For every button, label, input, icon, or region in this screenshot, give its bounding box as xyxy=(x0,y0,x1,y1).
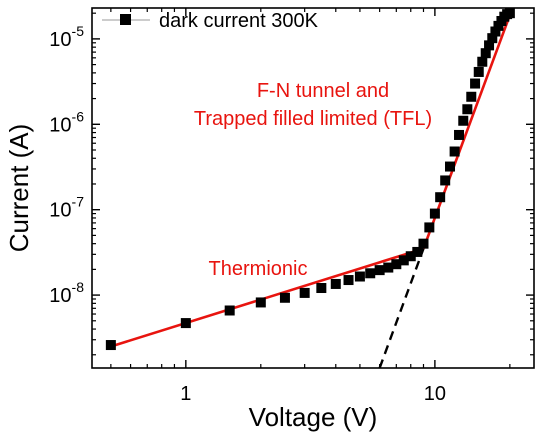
data-point xyxy=(480,48,491,59)
data-point xyxy=(365,268,376,279)
y-tick-label: 10-7 xyxy=(49,194,84,222)
data-point xyxy=(440,175,451,186)
data-point xyxy=(454,129,465,140)
data-point xyxy=(458,115,469,126)
x-tick-label: 10 xyxy=(424,383,446,405)
y-tick-label: 10-8 xyxy=(49,279,84,307)
data-point xyxy=(473,66,484,77)
data-point xyxy=(391,259,402,270)
fit-lines xyxy=(110,14,512,369)
plot-frame xyxy=(91,7,535,369)
data-point xyxy=(490,26,501,37)
data-point xyxy=(105,340,116,351)
data-point xyxy=(316,283,327,294)
data-point xyxy=(424,222,435,233)
data-point xyxy=(383,262,394,273)
data-point xyxy=(224,305,235,316)
data-point xyxy=(470,78,481,89)
data-point xyxy=(484,40,495,51)
data-point xyxy=(343,275,354,286)
x-tick-label: 1 xyxy=(180,383,191,405)
data-points xyxy=(105,8,515,351)
data-point xyxy=(374,265,385,276)
data-point xyxy=(255,297,266,308)
data-point xyxy=(429,208,440,219)
legend-label: dark current 300K xyxy=(159,10,319,32)
legend: dark current 300K xyxy=(102,10,319,32)
annotation-tfl-line1: F-N tunnel and xyxy=(257,80,389,102)
data-point xyxy=(279,292,290,303)
data-point xyxy=(504,8,515,19)
y-tick-label: 10-5 xyxy=(49,23,84,51)
legend-marker xyxy=(120,14,131,25)
y-axis-label: Current (A) xyxy=(4,124,34,253)
data-point xyxy=(445,161,456,172)
data-point xyxy=(462,104,473,115)
data-point xyxy=(477,56,488,67)
annotation-tfl-line2: Trapped filled limited (TFL) xyxy=(194,108,432,130)
data-point xyxy=(449,146,460,157)
data-point xyxy=(299,287,310,298)
fit-line-0 xyxy=(110,247,424,348)
data-point xyxy=(466,91,477,102)
data-point xyxy=(435,192,446,203)
annotation-thermionic: Thermionic xyxy=(209,258,308,280)
x-axis-label: Voltage (V) xyxy=(249,402,378,432)
data-point xyxy=(354,271,365,282)
axis-ticks: 1 10 10-8 10-7 10-6 10-5 xyxy=(49,8,534,405)
data-point xyxy=(487,33,498,44)
y-tick-label: 10-6 xyxy=(49,108,84,136)
data-point xyxy=(180,318,191,329)
data-point xyxy=(412,246,423,257)
data-point xyxy=(418,238,429,249)
data-point xyxy=(330,278,341,289)
fit-line-2 xyxy=(378,248,425,369)
data-point xyxy=(405,251,416,262)
data-point xyxy=(398,255,409,266)
